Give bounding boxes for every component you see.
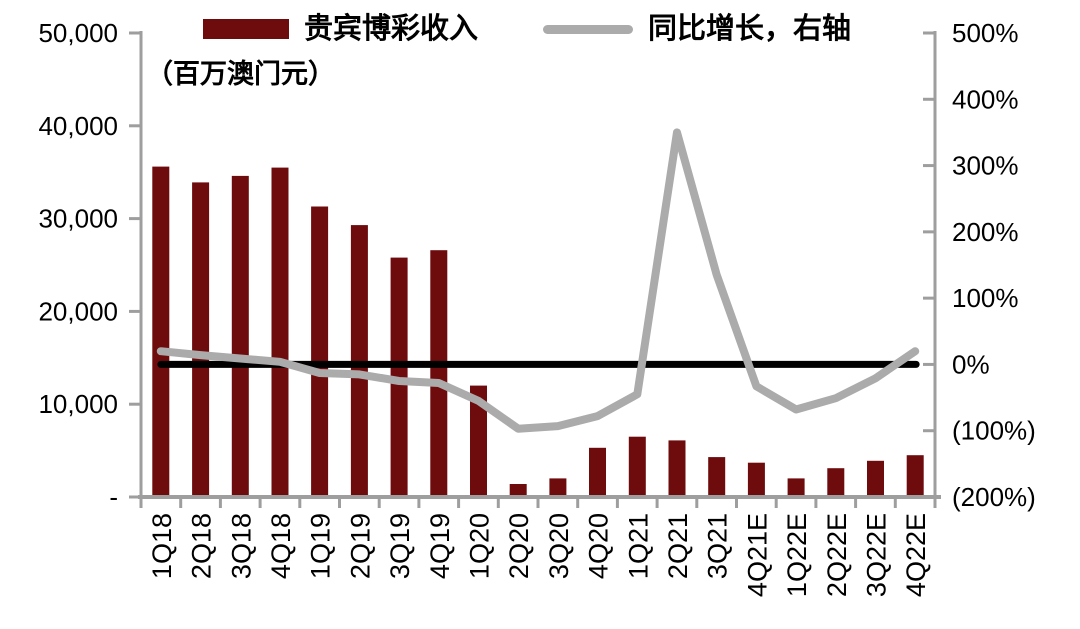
x-label-3Q22E: 3Q22E <box>861 513 891 597</box>
bar-2Q22E <box>827 468 845 497</box>
line-series-swatch <box>543 24 633 34</box>
x-label-3Q20: 3Q20 <box>544 513 574 579</box>
left-tick-label: 30,000 <box>38 204 118 234</box>
x-label-2Q19: 2Q19 <box>345 513 375 579</box>
bar-4Q19 <box>430 250 448 497</box>
x-label-3Q21: 3Q21 <box>703 513 733 579</box>
right-tick-label: 300% <box>952 151 1019 181</box>
legend-item-yoy-growth: 同比增长，右轴 <box>543 12 851 46</box>
bar-1Q20 <box>470 385 487 497</box>
bar-1Q21 <box>628 436 646 497</box>
bar-3Q22E <box>867 460 884 497</box>
legend-item-vip-revenue: 贵宾博彩收入 <box>203 12 478 46</box>
x-label-2Q18: 2Q18 <box>187 513 217 579</box>
x-label-2Q21: 2Q21 <box>663 513 693 579</box>
right-tick-label: (100%) <box>952 416 1036 446</box>
left-tick-label: 50,000 <box>38 18 118 48</box>
x-label-1Q19: 1Q19 <box>306 513 336 579</box>
bar-1Q19 <box>311 206 329 497</box>
x-label-1Q22E: 1Q22E <box>782 513 812 597</box>
bar-1Q18 <box>152 166 170 497</box>
x-label-4Q22E: 4Q22E <box>901 513 931 597</box>
right-tick-label: 500% <box>952 18 1019 48</box>
left-tick-label: 40,000 <box>38 111 118 141</box>
bar-4Q18 <box>271 167 289 497</box>
bar-3Q21 <box>708 457 726 497</box>
bar-2Q18 <box>192 182 210 497</box>
left-tick-label: 20,000 <box>38 296 118 326</box>
bar-4Q20 <box>589 447 606 497</box>
left-axis-unit-label: （百万澳门元） <box>146 59 335 89</box>
x-label-1Q20: 1Q20 <box>464 513 494 579</box>
x-label-2Q22E: 2Q22E <box>822 513 852 597</box>
x-label-1Q21: 1Q21 <box>623 513 653 579</box>
right-tick-label: 400% <box>952 84 1019 114</box>
bar-3Q20 <box>549 478 567 497</box>
x-label-3Q18: 3Q18 <box>226 513 256 579</box>
x-label-4Q20: 4Q20 <box>584 513 614 579</box>
x-label-3Q19: 3Q19 <box>385 513 415 579</box>
bar-4Q22E <box>906 455 924 497</box>
x-label-1Q18: 1Q18 <box>147 513 177 579</box>
x-label-2Q20: 2Q20 <box>504 513 534 579</box>
right-tick-label: (200%) <box>952 482 1036 512</box>
line-series-label: 同比增长，右轴 <box>648 13 852 45</box>
bar-1Q22E <box>787 478 805 497</box>
bar-3Q18 <box>231 175 249 497</box>
right-tick-label: 0% <box>952 349 990 379</box>
bar-series-swatch <box>203 19 289 39</box>
yoy-growth-line <box>156 128 920 433</box>
bar-series-label: 贵宾博彩收入 <box>304 13 479 45</box>
left-tick-label: 10,000 <box>38 389 118 419</box>
bar-2Q20 <box>509 484 527 497</box>
x-label-4Q19: 4Q19 <box>425 513 455 579</box>
bar-4Q21E <box>747 462 765 497</box>
x-label-4Q21E: 4Q21E <box>742 513 772 597</box>
bar-2Q21 <box>668 440 686 497</box>
right-tick-label: 200% <box>952 217 1019 247</box>
x-label-4Q18: 4Q18 <box>266 513 296 579</box>
left-tick-label: - <box>109 482 118 512</box>
right-tick-label: 100% <box>952 283 1019 313</box>
